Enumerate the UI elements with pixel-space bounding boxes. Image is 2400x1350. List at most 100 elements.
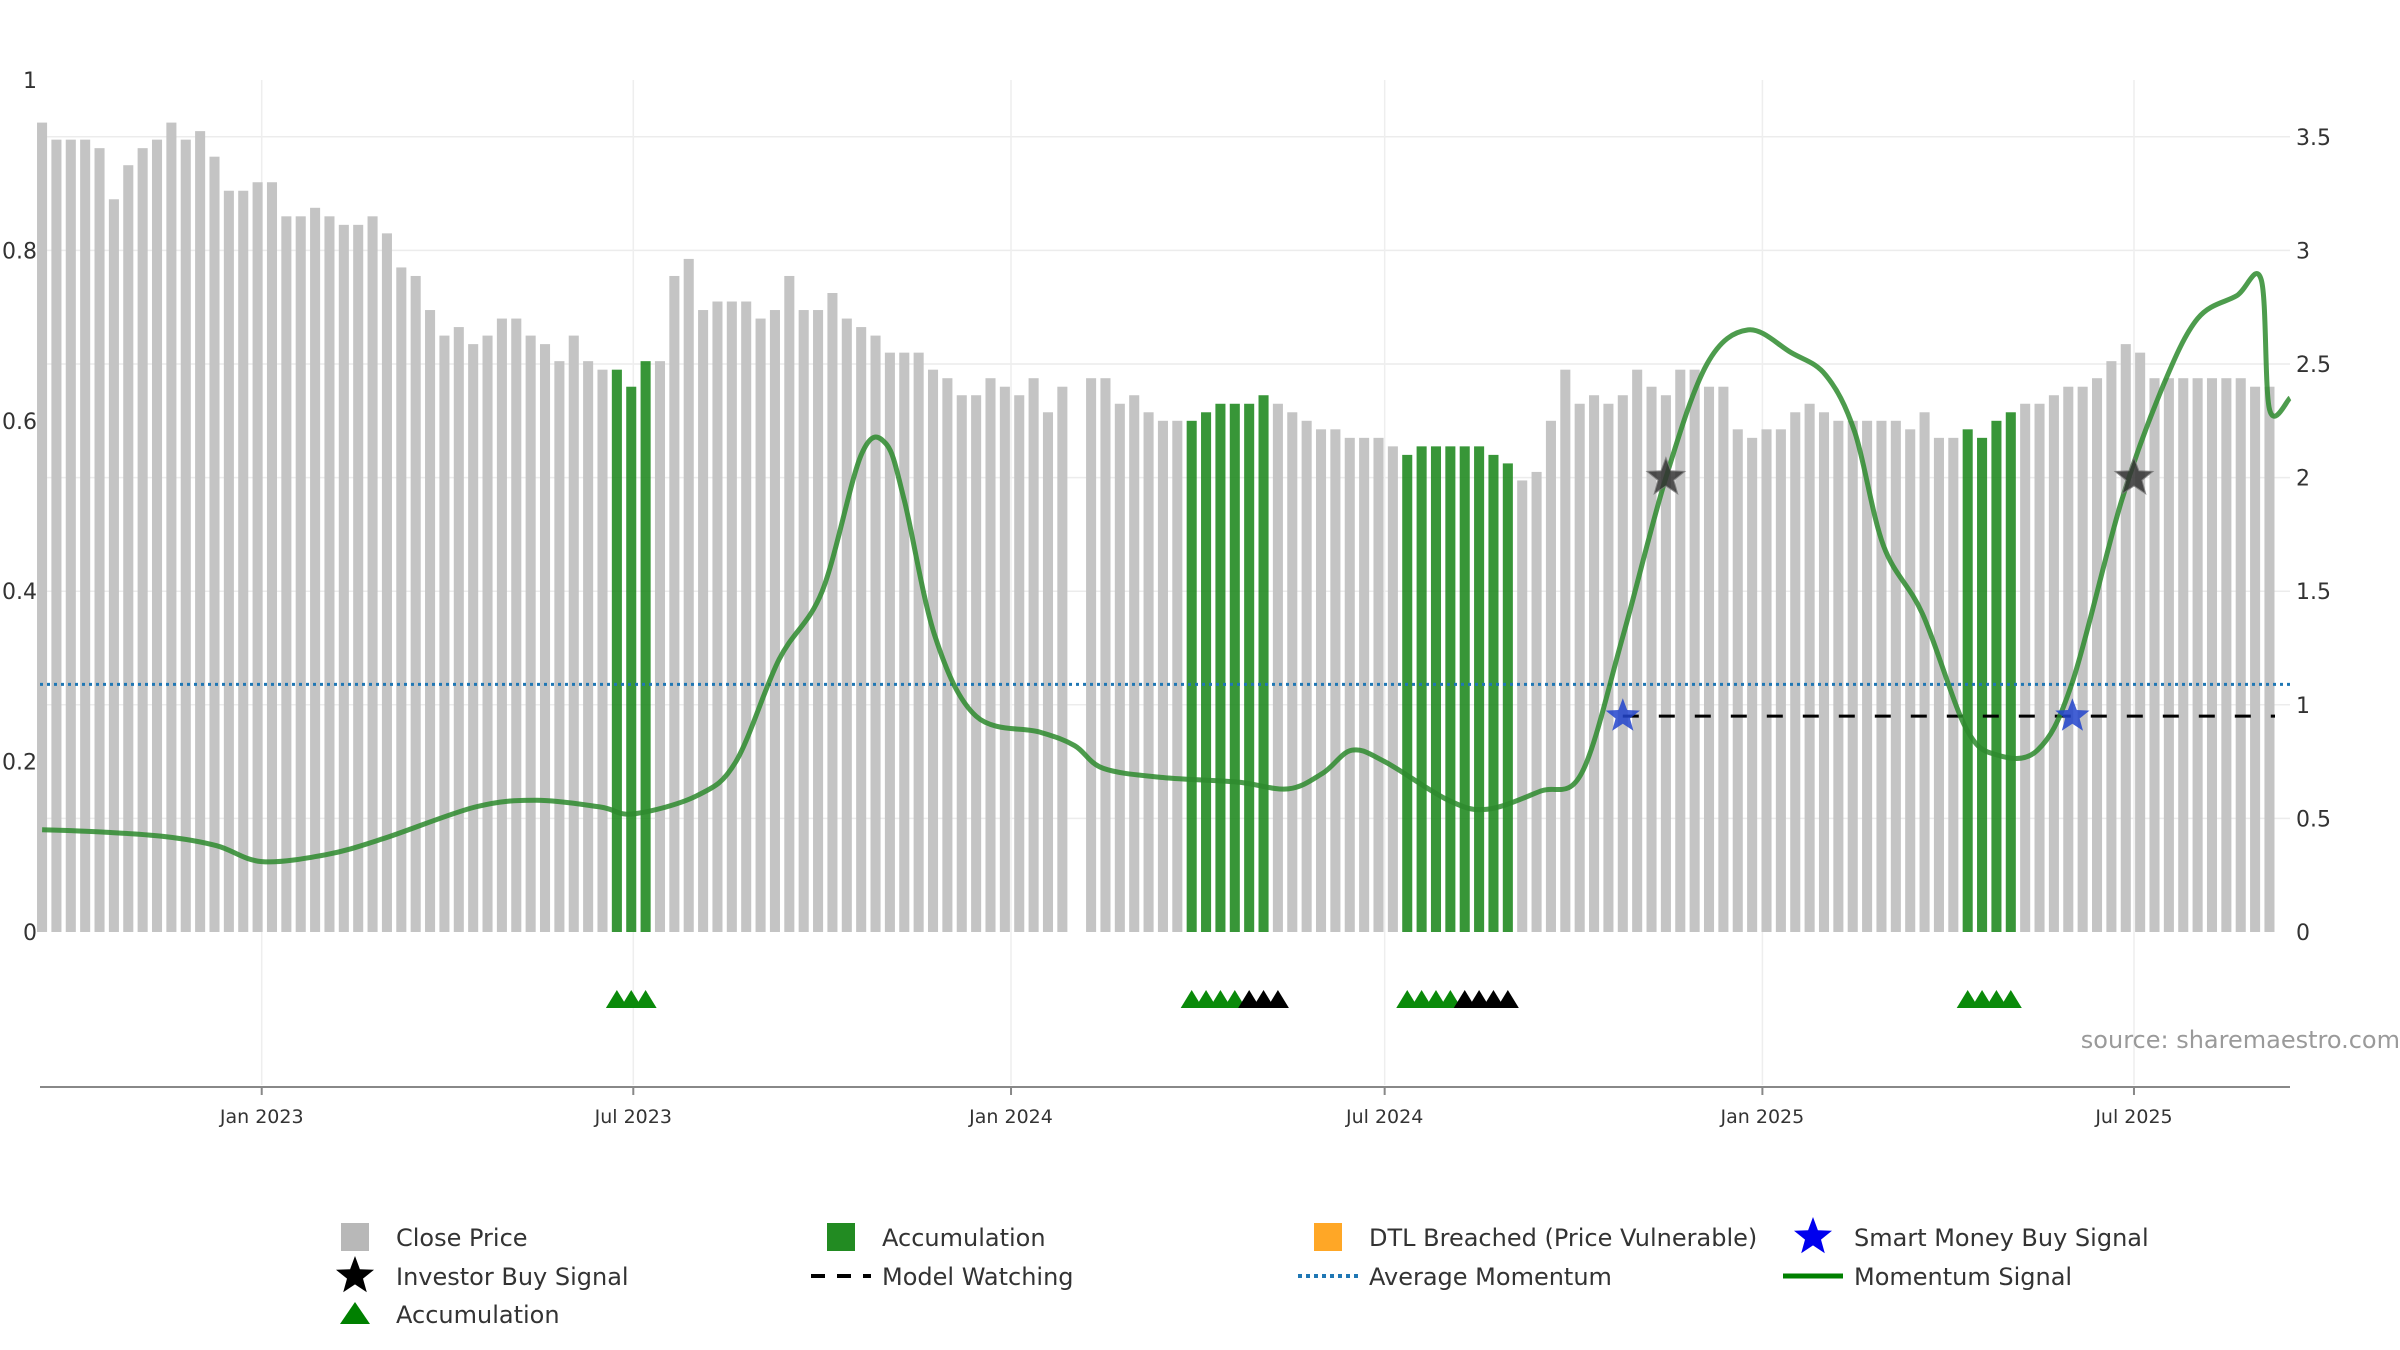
close-price-bar xyxy=(51,139,62,932)
accumulation-triangles xyxy=(605,990,2022,1008)
close-price-bar xyxy=(913,352,924,932)
accumulation-triangle xyxy=(1985,990,2008,1008)
accumulation-triangle xyxy=(605,990,628,1008)
close-price-bar xyxy=(1660,395,1671,932)
close-price-bar xyxy=(281,216,292,932)
accumulation-triangle xyxy=(1209,990,1232,1008)
close-price-bar xyxy=(1301,420,1312,932)
legend-marker xyxy=(340,1302,370,1324)
right-tick-label: 3.5 xyxy=(2296,126,2331,151)
close-price-bar xyxy=(1732,429,1743,932)
close-price-bar xyxy=(2178,378,2189,932)
accumulation-triangle xyxy=(1396,990,1419,1008)
close-price-bar xyxy=(1330,429,1341,932)
close-price-bar xyxy=(266,182,278,933)
accumulation-bar xyxy=(1229,403,1240,932)
x-tick-label: Jan 2023 xyxy=(219,1106,304,1128)
accumulation-bar xyxy=(1402,454,1413,932)
close-price-bar xyxy=(496,318,507,932)
close-price-bar xyxy=(1272,403,1283,932)
close-price-bar xyxy=(94,148,105,932)
close-price-bar xyxy=(381,233,392,933)
close-price-bar xyxy=(1387,446,1398,932)
close-price-bar xyxy=(841,318,852,932)
close-price-bar xyxy=(209,156,220,932)
legend-label: Smart Money Buy Signal xyxy=(1854,1224,2149,1252)
legend-label: Model Watching xyxy=(882,1263,1074,1291)
close-price-bar xyxy=(971,395,982,932)
close-price-bar xyxy=(1157,420,1168,932)
close-price-bar xyxy=(1862,420,1873,932)
close-price-bar xyxy=(1847,420,1858,932)
close-price-bar xyxy=(2034,403,2045,932)
close-price-bar xyxy=(2120,344,2131,932)
close-price-bar xyxy=(195,131,206,932)
close-price-bar xyxy=(425,310,436,932)
accumulation-triangle xyxy=(1410,990,1433,1008)
close-price-bar xyxy=(180,139,191,932)
close-price-bar xyxy=(1747,437,1758,932)
accumulation-triangle xyxy=(1971,990,1994,1008)
close-price-bar xyxy=(2149,378,2160,932)
left-tick-label: 0.8 xyxy=(2,239,37,264)
close-price-bar xyxy=(108,199,119,932)
x-tick-label: Jul 2023 xyxy=(594,1106,672,1128)
left-tick-label: 0.4 xyxy=(2,580,37,605)
accumulation-bar xyxy=(1244,403,1255,932)
close-price-bar xyxy=(2235,378,2246,932)
close-price-bar xyxy=(1833,420,1844,932)
close-price-bar xyxy=(2206,378,2218,932)
close-price-bar xyxy=(856,327,867,933)
accumulation-triangle-black xyxy=(1468,990,1491,1008)
close-price-bar xyxy=(1818,412,1830,932)
accumulation-triangle xyxy=(1223,990,1246,1008)
close-price-bar xyxy=(2077,386,2088,933)
close-price-bar xyxy=(1172,420,1183,932)
close-price-bar xyxy=(985,378,996,932)
smart-money-buy-star xyxy=(2055,698,2090,731)
close-price-bar xyxy=(396,267,407,932)
close-price-bar xyxy=(2221,378,2232,932)
close-price-bar xyxy=(2092,378,2103,932)
close-price-bar xyxy=(2264,386,2275,933)
right-tick-label: 0.5 xyxy=(2296,807,2331,832)
accumulation-bar xyxy=(1977,437,1988,932)
close-price-bar xyxy=(2192,378,2203,932)
close-price-bar xyxy=(554,361,565,932)
close-price-bar xyxy=(2048,395,2059,932)
accumulation-bar xyxy=(1991,420,2002,932)
legend-label: Close Price xyxy=(396,1224,528,1252)
close-price-bar xyxy=(1057,386,1068,933)
accumulation-bar xyxy=(626,386,637,933)
close-price-bar xyxy=(784,275,795,933)
close-price-bar xyxy=(755,318,766,932)
accumulation-triangle xyxy=(1439,990,1462,1008)
close-price-bar xyxy=(698,310,709,932)
accumulation-triangle-black xyxy=(1238,990,1261,1008)
accumulation-bar xyxy=(1258,395,1269,932)
close-price-bar xyxy=(669,275,680,933)
accumulation-triangle xyxy=(1956,990,1979,1008)
close-price-bar xyxy=(1905,429,1916,932)
accumulation-bar xyxy=(1459,446,1470,932)
close-price-bar xyxy=(827,293,838,932)
left-tick-label: 0.6 xyxy=(2,410,37,435)
legend-marker xyxy=(1794,1217,1832,1254)
close-price-bar xyxy=(453,327,464,933)
close-price-bar xyxy=(568,335,579,933)
left-tick-label: 0.2 xyxy=(2,751,37,776)
accumulation-bar xyxy=(1201,412,1212,932)
x-tick-label: Jul 2025 xyxy=(2094,1106,2172,1128)
close-price-bar xyxy=(65,139,76,932)
accumulation-bar xyxy=(1474,446,1485,932)
close-price-bar xyxy=(999,386,1010,933)
accumulation-bar xyxy=(1445,446,1456,932)
close-price-bar xyxy=(870,335,881,933)
close-price-bar xyxy=(37,122,48,933)
close-price-bar xyxy=(166,122,177,933)
accumulation-triangle-black xyxy=(1266,990,1289,1008)
accumulation-triangle xyxy=(1195,990,1218,1008)
close-price-bar xyxy=(1775,429,1786,932)
close-price-bar xyxy=(295,216,306,932)
close-price-bar xyxy=(468,344,479,932)
